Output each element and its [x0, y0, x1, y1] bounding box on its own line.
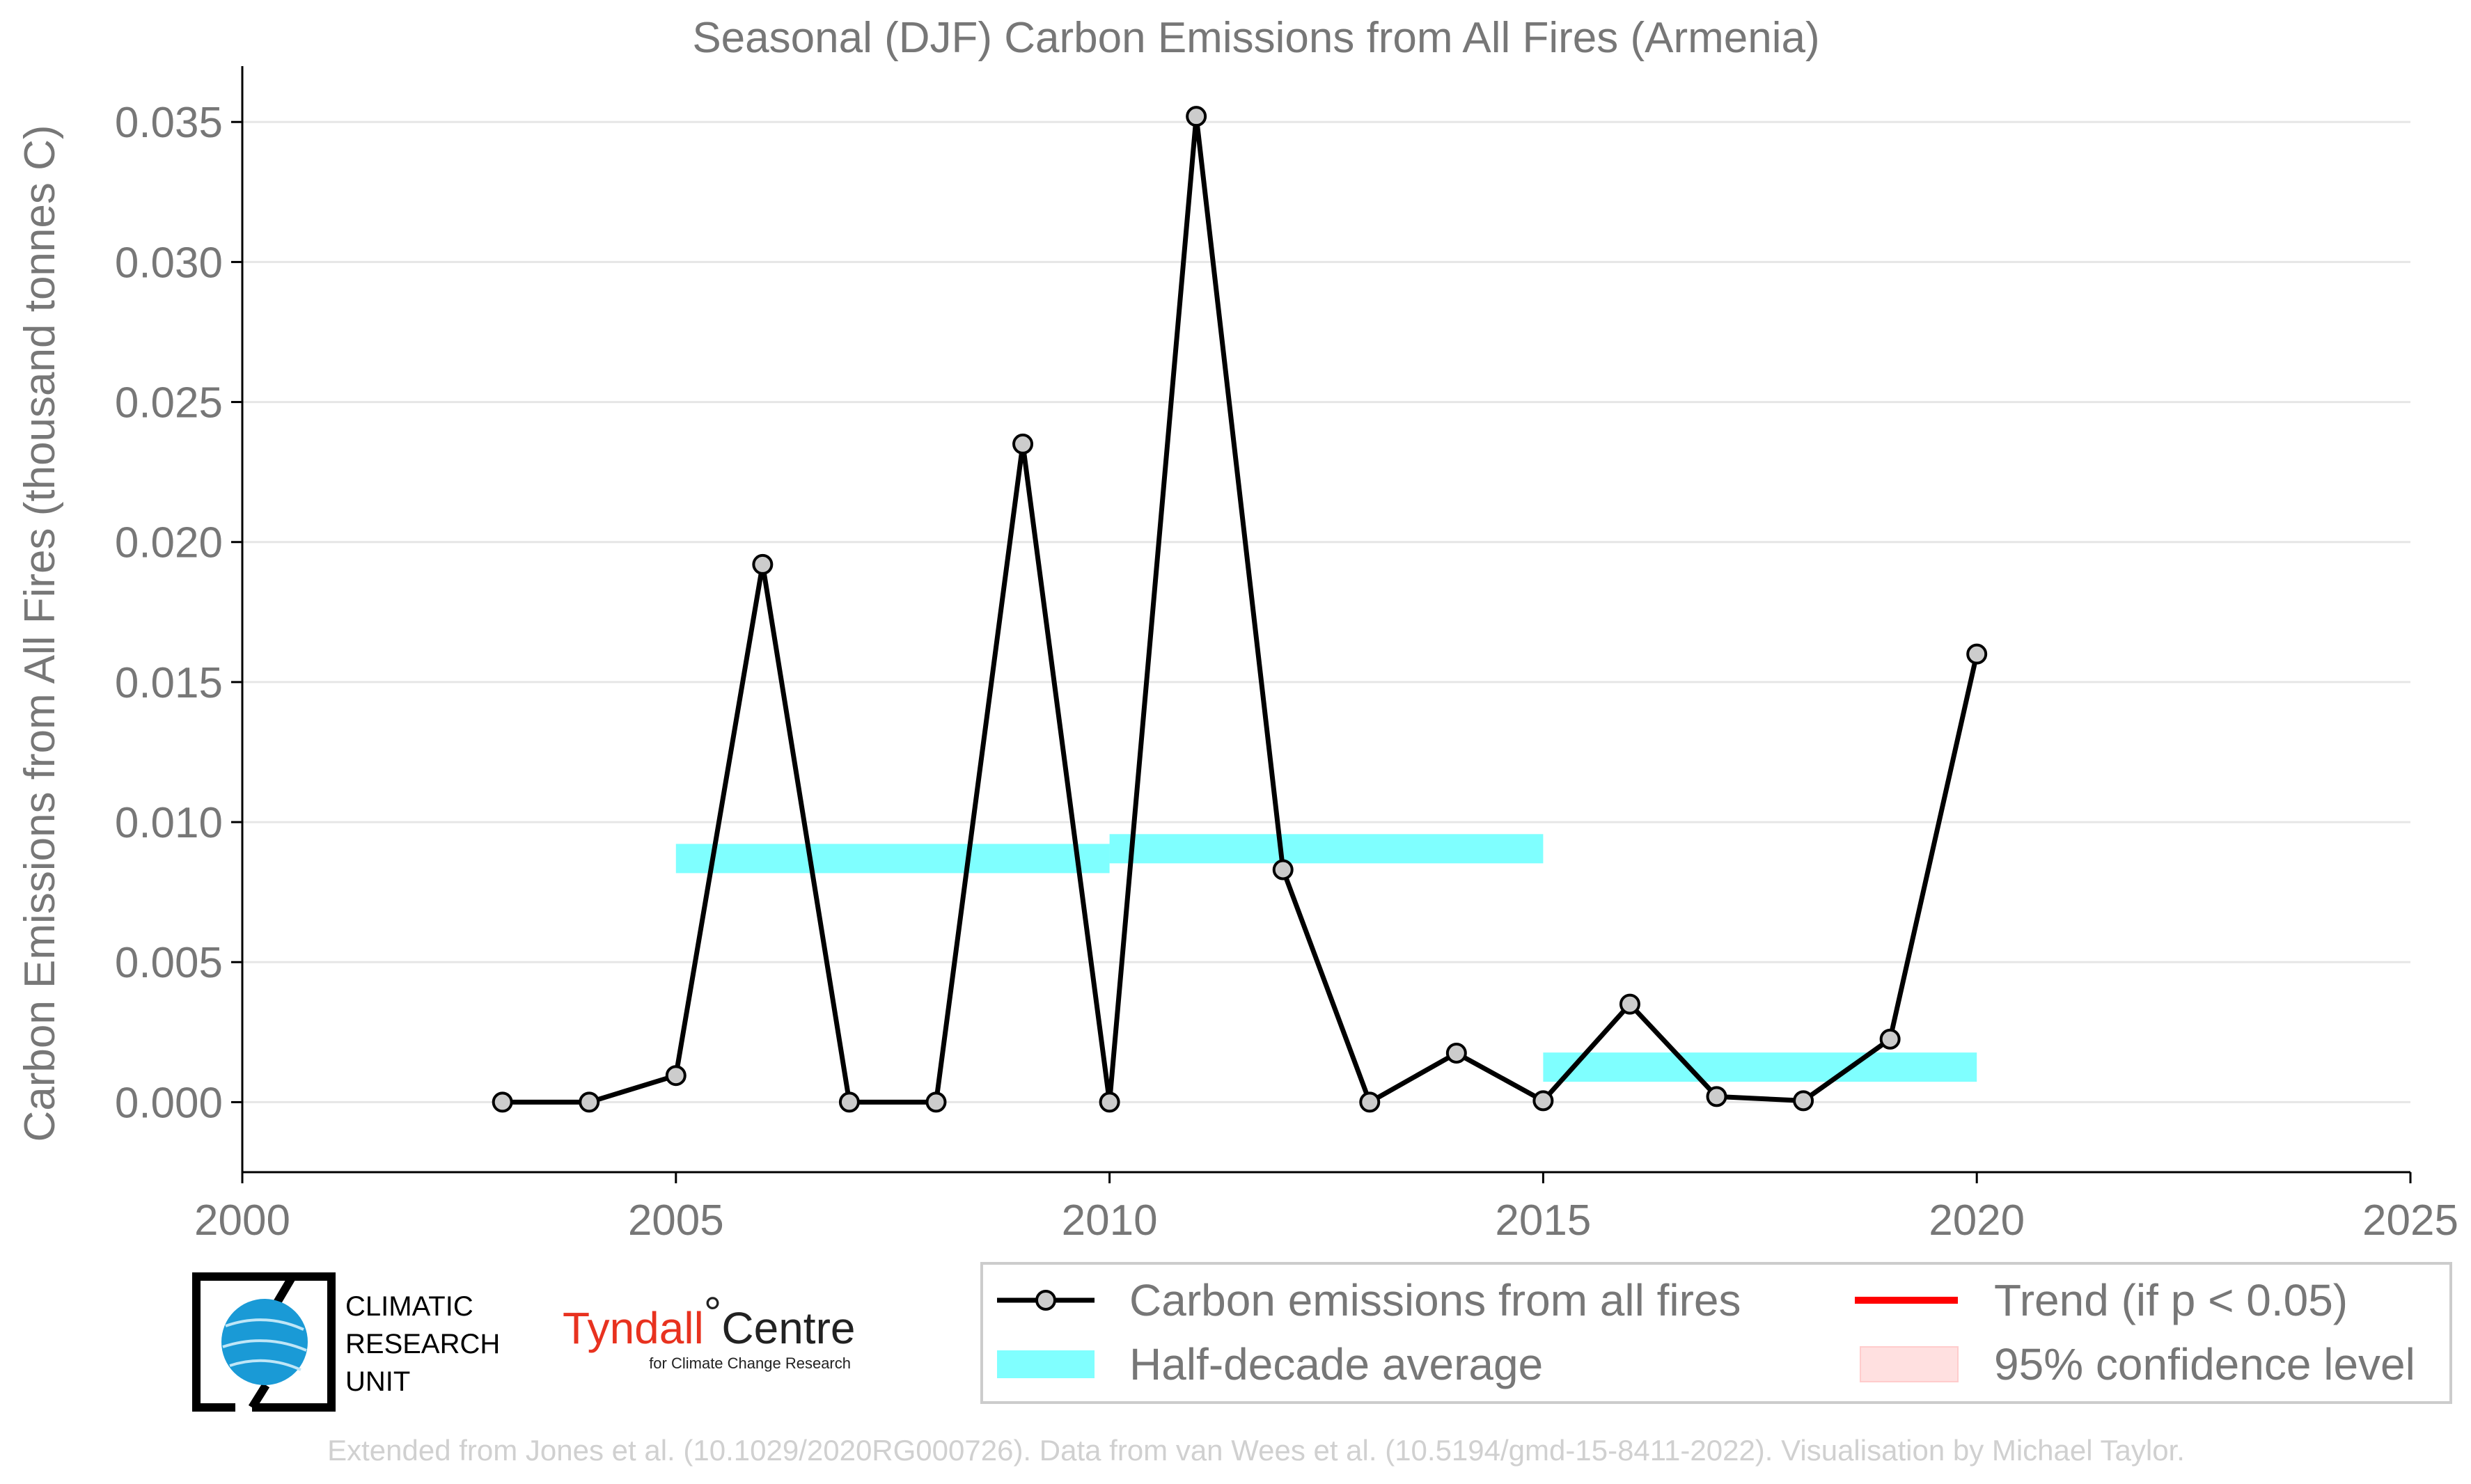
data-point [1272, 859, 1294, 881]
x-tick-label: 2015 [1495, 1197, 1591, 1245]
tyndall-degree: ° [704, 1288, 722, 1338]
data-point [492, 1091, 513, 1113]
half-decade-average-bar [675, 844, 1110, 874]
data-point [1012, 433, 1034, 455]
data-point [1186, 106, 1207, 127]
y-axis-label: Carbon Emissions from All Fires (thousan… [16, 125, 64, 1142]
footer-credits: Extended from Jones et al. (10.1029/2020… [327, 1434, 2185, 1467]
data-point [1532, 1090, 1554, 1112]
cru-text-line-2: RESEARCH [345, 1329, 500, 1359]
tyndall-subtitle: for Climate Change Research [649, 1355, 851, 1372]
y-tick-label: 0.005 [115, 939, 223, 987]
y-tick-label: 0.025 [115, 379, 223, 427]
x-tick-label: 2020 [1929, 1197, 2025, 1245]
x-tick-label: 2000 [194, 1197, 290, 1245]
gridlines [242, 120, 2410, 1103]
cru-globe-lines-icon [222, 1318, 307, 1371]
x-tick-label: 2005 [628, 1197, 724, 1245]
legend-label-trend: Trend (if p < 0.05) [1994, 1275, 2348, 1325]
data-point [752, 553, 774, 575]
data-point [579, 1091, 600, 1113]
data-point [1793, 1090, 1814, 1112]
data-point [1966, 643, 1988, 665]
legend-label-confidence: 95% confidence level [1994, 1339, 2415, 1389]
legend-confidence-patch-icon [1860, 1346, 1959, 1382]
data-point [1445, 1043, 1467, 1064]
legend-label-series: Carbon emissions from all fires [1129, 1275, 1741, 1325]
half-decade-average-bar [1543, 1052, 1977, 1082]
y-tick-label: 0.010 [115, 799, 223, 847]
data-point [1619, 993, 1640, 1015]
tyndall-centre: Centre [721, 1303, 855, 1353]
y-tick-label: 0.035 [115, 99, 223, 147]
data-point [838, 1091, 860, 1113]
data-point [1706, 1086, 1727, 1107]
legend-average-patch-icon [997, 1350, 1095, 1378]
y-tick-label: 0.030 [115, 239, 223, 287]
tyndall-name: Tyndall [563, 1303, 704, 1353]
cru-text-line-1: CLIMATIC [345, 1291, 473, 1322]
cru-text-line-3: UNIT [345, 1366, 410, 1397]
data-point [925, 1091, 947, 1113]
legend-frame [980, 1262, 2452, 1404]
cru-logo: CLIMATIC RESEARCH UNIT [192, 1272, 500, 1412]
legend: Carbon emissions from all fires Trend (i… [980, 1262, 2452, 1404]
cru-logo-bracket-icon [192, 1272, 336, 1412]
data-point [1879, 1028, 1901, 1050]
x-tick-label: 2025 [2362, 1197, 2458, 1245]
y-tick-label: 0.015 [115, 659, 223, 707]
tyndall-logo: Tyndall°Centre for Climate Change Resear… [563, 1288, 855, 1372]
tick-labels: 0.000 0.005 0.010 0.015 0.020 0.025 0.030 0.035… [115, 99, 2458, 1245]
y-tick-label: 0.020 [115, 519, 223, 567]
data-point [1099, 1091, 1120, 1113]
chart-title: Seasonal (DJF) Carbon Emissions from All… [692, 14, 1819, 62]
data-point [1359, 1091, 1381, 1113]
y-tick-label: 0.000 [115, 1079, 223, 1127]
emissions-series [492, 106, 1988, 1113]
half-decade-average-bars [675, 834, 1977, 1082]
axes [231, 66, 2412, 1183]
x-tick-label: 2010 [1062, 1197, 1158, 1245]
legend-label-average: Half-decade average [1129, 1339, 1543, 1389]
tyndall-wordmark: Tyndall°Centre [563, 1288, 855, 1353]
data-point [665, 1065, 687, 1087]
legend-series-marker-icon [1035, 1290, 1056, 1311]
half-decade-average-bar [1109, 834, 1544, 864]
series-line [502, 113, 1979, 1105]
